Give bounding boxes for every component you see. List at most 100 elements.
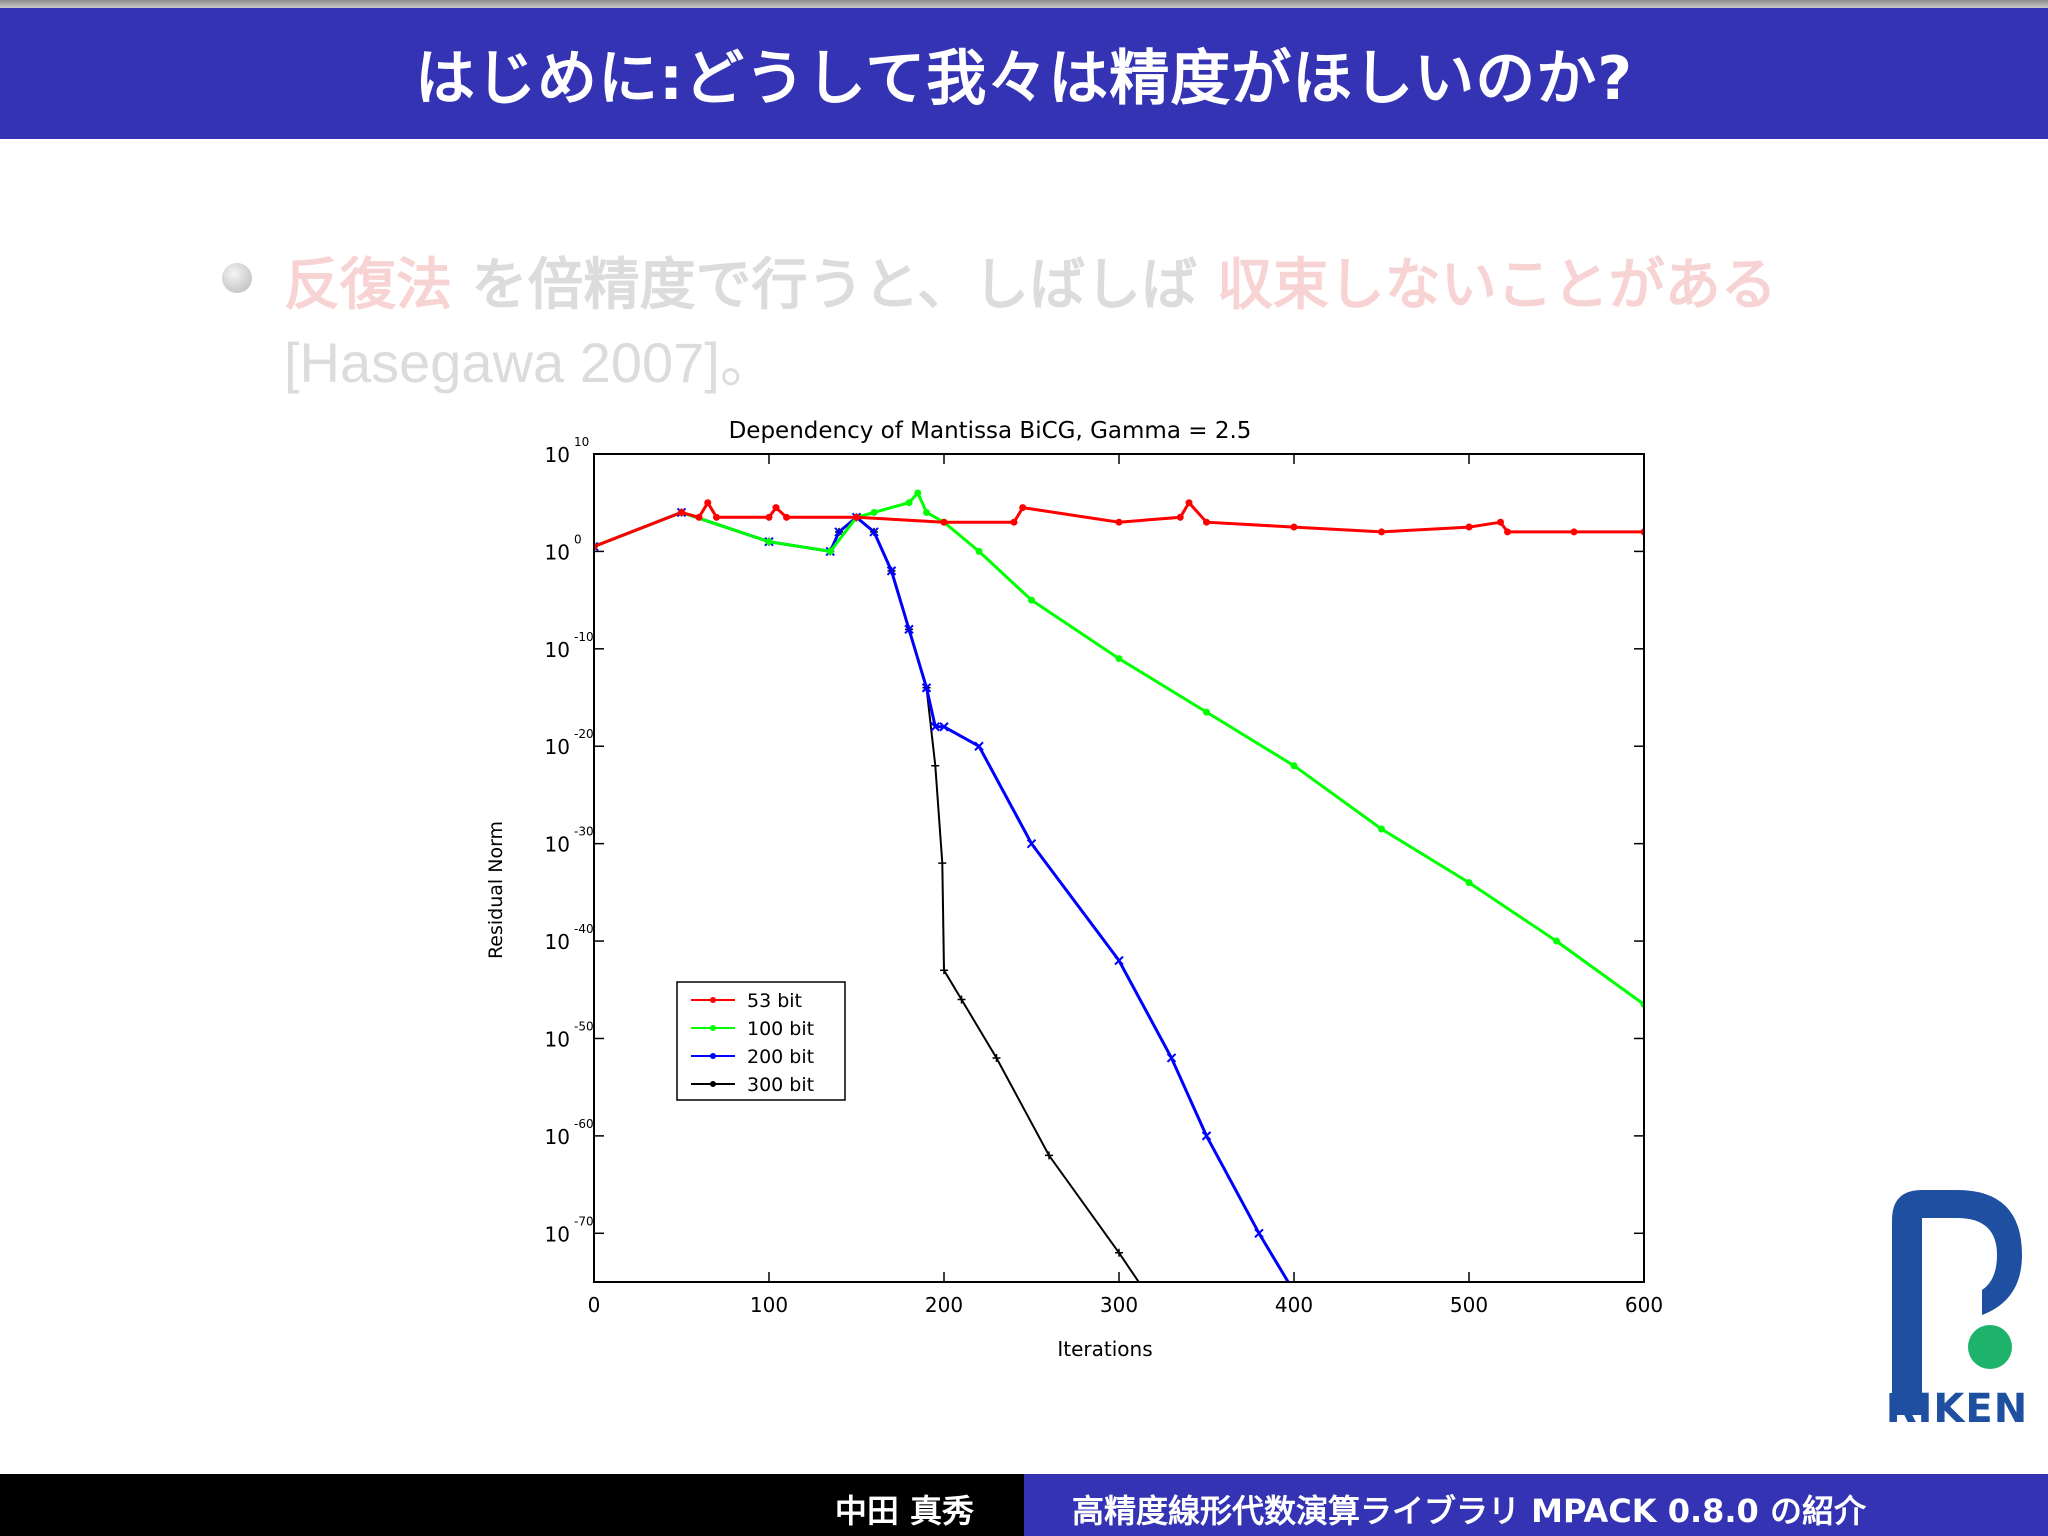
data-point-200-bit xyxy=(904,624,914,635)
footer-talk-title: 高精度線形代数演算ライブラリ MPACK 0.8.0 の紹介 xyxy=(1072,1492,1866,1530)
data-point-100-bit xyxy=(765,538,773,546)
data-point-53-bit xyxy=(713,513,720,521)
data-point-100-bit xyxy=(923,508,930,516)
data-point-100-bit xyxy=(914,489,922,497)
term-nonconvergence: 収束しないことがある xyxy=(1216,253,1777,318)
data-point-53-bit xyxy=(1497,518,1504,526)
data-point-300-bit xyxy=(1045,1151,1053,1160)
data-point-53-bit xyxy=(1570,528,1578,536)
data-point-53-bit xyxy=(1185,499,1193,507)
footer-author-bar: 中田 真秀 xyxy=(0,1474,1024,1536)
legend-marker-200-bit xyxy=(710,1053,716,1059)
data-point-53-bit xyxy=(765,513,773,521)
residual-norm-chart: Dependency of Mantissa BiCG, Gamma = 2.5… xyxy=(485,418,1663,1360)
data-point-100-bit xyxy=(1290,762,1298,770)
x-tick-label: 200 xyxy=(925,1293,963,1317)
data-point-100-bit xyxy=(1028,596,1035,604)
y-tick-label-exponent: -50 xyxy=(574,1019,594,1033)
data-point-200-bit xyxy=(869,527,879,537)
data-point-300-bit xyxy=(992,1053,1001,1062)
y-tick-label-base: 10 xyxy=(545,735,570,759)
bullet-text-line1: 反復法 を倍精度で行うと、しばしば 収束しないことがある xyxy=(284,240,1777,321)
y-tick-label-exponent: -60 xyxy=(574,1117,594,1131)
y-tick-label-base: 10 xyxy=(545,930,570,954)
data-point-100-bit xyxy=(975,547,983,555)
y-axis-label: Residual Norm xyxy=(485,821,507,959)
chart-title: Dependency of Mantissa BiCG, Gamma = 2.5 xyxy=(729,418,1252,444)
legend-label-200-bit: 200 bit xyxy=(747,1046,814,1068)
riken-logo-text: RIKEN xyxy=(1886,1386,2028,1430)
y-tick-label-exponent: -40 xyxy=(574,922,594,936)
y-tick-label-exponent: -70 xyxy=(574,1214,594,1228)
y-tick-label-exponent: -10 xyxy=(574,630,594,644)
x-tick-label: 400 xyxy=(1275,1293,1313,1317)
x-tick-label: 500 xyxy=(1450,1293,1488,1317)
y-tick-label-exponent: 0 xyxy=(574,532,582,546)
y-tick-label-base: 10 xyxy=(545,833,570,857)
data-point-200-bit xyxy=(930,722,940,732)
data-point-53-bit xyxy=(1290,523,1298,531)
data-point-300-bit xyxy=(938,859,947,868)
data-point-300-bit xyxy=(931,761,940,770)
riken-logo: RIKEN xyxy=(1886,1190,2028,1430)
plot-frame xyxy=(593,453,1645,1283)
data-point-100-bit xyxy=(1115,655,1123,663)
footer-title-bar: 高精度線形代数演算ライブラリ MPACK 0.8.0 の紹介 xyxy=(1024,1474,2048,1536)
bullet-mid-text: を倍精度で行うと、しばしば xyxy=(452,253,1217,318)
data-point-200-bit xyxy=(1114,955,1124,966)
data-point-200-bit xyxy=(974,741,984,751)
data-point-200-bit xyxy=(921,683,932,693)
data-point-100-bit xyxy=(1378,825,1385,833)
x-axis-label: Iterations xyxy=(1057,1337,1152,1360)
data-point-300-bit xyxy=(940,966,948,975)
data-point-100-bit xyxy=(1465,879,1473,887)
data-point-53-bit xyxy=(1019,504,1027,512)
y-tick-label-base: 10 xyxy=(545,443,570,467)
data-point-200-bit xyxy=(939,722,949,732)
term-iterative-method: 反復法 xyxy=(284,253,452,318)
top-edge xyxy=(0,0,2048,8)
data-point-200-bit xyxy=(1166,1053,1177,1063)
data-point-100-bit xyxy=(826,547,834,555)
title-bar: はじめに:どうして我々は精度がほしいのか? xyxy=(0,8,2048,139)
data-point-53-bit xyxy=(1115,518,1123,526)
bullet-citation: [Hasegawa 2007]。 xyxy=(284,331,776,394)
data-point-300-bit xyxy=(1150,1307,1158,1315)
data-point-200-bit xyxy=(1308,1317,1316,1325)
y-tick-label-exponent: -20 xyxy=(574,727,594,741)
legend-marker-100-bit xyxy=(710,1025,716,1031)
legend-box xyxy=(676,981,846,1101)
y-tick-label-exponent: 10 xyxy=(574,435,589,449)
riken-logo-dot xyxy=(1968,1325,2012,1369)
y-tick-label-base: 10 xyxy=(545,1222,570,1246)
data-point-53-bit xyxy=(1504,528,1511,536)
data-point-53-bit xyxy=(1378,528,1385,536)
data-point-200-bit xyxy=(1201,1131,1212,1141)
data-point-300-bit xyxy=(1141,1288,1149,1296)
data-point-100-bit xyxy=(905,499,913,507)
y-tick-label-base: 10 xyxy=(545,540,570,564)
data-point-53-bit xyxy=(678,508,685,516)
data-point-300-bit xyxy=(957,995,966,1004)
x-tick-label: 600 xyxy=(1625,1293,1663,1317)
legend-label-100-bit: 100 bit xyxy=(747,1018,814,1040)
x-tick-label: 0 xyxy=(588,1293,601,1317)
data-point-100-bit xyxy=(870,508,878,516)
x-tick-label: 300 xyxy=(1100,1293,1138,1317)
series-line-200-bit xyxy=(594,510,1290,1282)
data-point-53-bit xyxy=(1465,523,1473,531)
series-line-300-bit xyxy=(594,511,1140,1282)
data-point-53-bit xyxy=(783,513,790,521)
data-point-200-bit xyxy=(1026,838,1037,849)
data-point-53-bit xyxy=(853,513,860,521)
y-tick-label-base: 10 xyxy=(545,1027,570,1051)
legend-label-53-bit: 53 bit xyxy=(747,990,802,1012)
riken-logo-shape xyxy=(1892,1190,2022,1415)
data-point-53-bit xyxy=(1010,518,1018,526)
legend-marker-300-bit xyxy=(710,1081,716,1087)
bullet-dot-icon xyxy=(222,263,252,293)
slide-title: はじめに:どうして我々は精度がほしいのか? xyxy=(415,44,1633,114)
data-point-100-bit xyxy=(1203,708,1210,716)
data-point-300-bit xyxy=(1115,1248,1123,1257)
data-point-53-bit xyxy=(772,504,780,512)
